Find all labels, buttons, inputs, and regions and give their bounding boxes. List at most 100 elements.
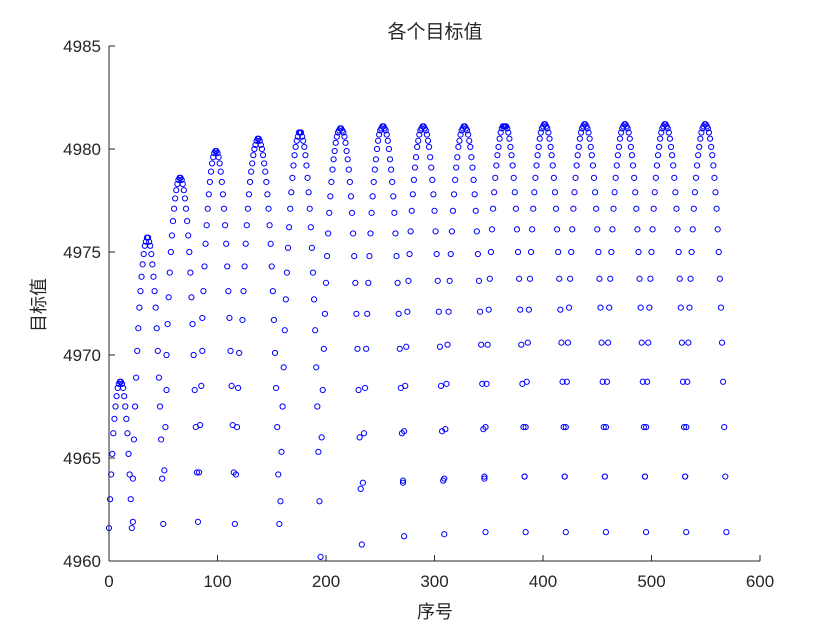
data-point <box>320 345 327 352</box>
data-point <box>481 473 488 480</box>
data-point <box>688 248 695 256</box>
data-point <box>318 434 325 441</box>
data-point <box>127 496 134 503</box>
data-point <box>382 127 389 134</box>
data-point <box>491 189 498 196</box>
data-point <box>450 191 458 198</box>
data-point <box>328 178 335 186</box>
data-point <box>603 378 611 385</box>
data-point <box>241 263 248 270</box>
data-point <box>463 127 471 134</box>
data-point <box>180 187 187 194</box>
data-point <box>722 473 729 480</box>
data-point <box>414 143 421 151</box>
data-point <box>139 261 146 268</box>
data-point <box>371 166 378 173</box>
data-point <box>344 156 351 163</box>
data-point <box>685 339 692 346</box>
data-point <box>535 143 542 151</box>
data-point <box>415 137 422 144</box>
data-point <box>521 473 528 480</box>
data-point <box>520 424 527 431</box>
data-point <box>394 279 401 286</box>
data-point <box>343 147 350 155</box>
data-point <box>251 145 258 153</box>
data-point <box>198 382 205 389</box>
data-point <box>625 129 632 136</box>
data-point <box>511 189 518 196</box>
data-point <box>308 244 315 251</box>
data-point <box>485 306 492 313</box>
data-point <box>208 160 216 167</box>
data-point <box>191 386 198 394</box>
data-point <box>640 424 648 431</box>
data-point <box>512 205 519 212</box>
data-point <box>258 145 266 153</box>
data-point <box>649 226 656 233</box>
x-tick-label: 0 <box>104 572 113 591</box>
data-point <box>235 384 242 392</box>
data-point <box>162 424 169 431</box>
data-point <box>492 174 499 181</box>
data-point <box>350 230 357 237</box>
data-point <box>534 152 541 159</box>
data-point <box>259 152 267 159</box>
data-point <box>395 310 402 317</box>
data-point <box>358 541 365 548</box>
data-point <box>548 152 555 159</box>
data-point <box>615 143 623 151</box>
data-point <box>277 498 284 505</box>
data-point <box>571 189 578 196</box>
data-point <box>307 224 314 231</box>
data-point <box>121 393 128 400</box>
data-point <box>474 250 481 258</box>
data-point <box>715 248 722 256</box>
data-point <box>185 232 192 239</box>
data-point <box>693 162 701 169</box>
data-point <box>299 133 306 140</box>
data-point <box>664 125 671 132</box>
data-point <box>123 415 130 422</box>
data-point <box>109 450 116 457</box>
chart-title: 各个目标值 <box>387 21 482 43</box>
x-tick-label: 200 <box>312 572 340 591</box>
data-point <box>306 205 313 212</box>
data-point <box>163 351 170 359</box>
data-point <box>570 205 577 212</box>
data-point <box>692 174 700 181</box>
data-point <box>232 471 240 478</box>
data-point <box>494 152 501 159</box>
data-point <box>447 250 454 258</box>
data-point <box>167 248 174 256</box>
data-point <box>352 279 359 286</box>
data-point <box>554 226 561 233</box>
data-point <box>695 152 702 159</box>
data-point <box>151 288 158 295</box>
data-point <box>153 325 160 332</box>
data-point <box>505 129 512 136</box>
data-point <box>315 448 322 455</box>
data-point <box>680 424 688 431</box>
data-point <box>697 135 704 142</box>
data-point <box>118 380 126 387</box>
data-point <box>641 473 649 480</box>
data-point <box>330 156 337 163</box>
data-point <box>449 207 457 214</box>
data-point <box>140 250 147 258</box>
data-point <box>608 248 615 256</box>
data-point <box>301 143 308 151</box>
data-point <box>369 193 376 200</box>
data-point <box>207 168 215 175</box>
data-point <box>327 193 334 200</box>
data-point <box>138 273 145 280</box>
data-point <box>442 426 449 433</box>
data-point <box>302 152 309 159</box>
data-point <box>203 222 210 229</box>
data-point <box>278 448 285 455</box>
data-point <box>218 178 225 186</box>
data-point <box>314 403 321 410</box>
data-point <box>293 137 300 144</box>
data-point <box>708 143 715 151</box>
data-point <box>602 424 610 431</box>
